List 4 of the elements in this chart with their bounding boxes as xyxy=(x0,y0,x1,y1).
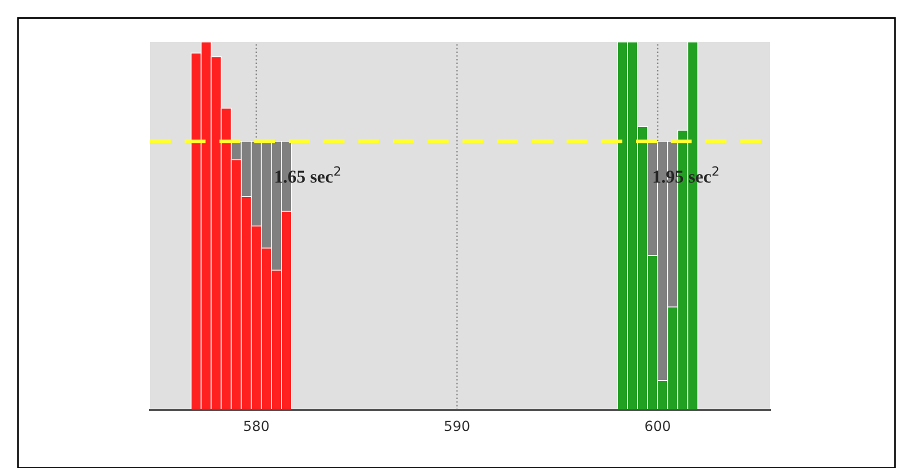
x-tick-label: 600 xyxy=(645,420,670,432)
annotation: 1.65 sec$^{2}$ xyxy=(275,166,340,183)
x-tick-label: 580 xyxy=(244,420,269,432)
x-tick-label: 590 xyxy=(444,420,470,432)
